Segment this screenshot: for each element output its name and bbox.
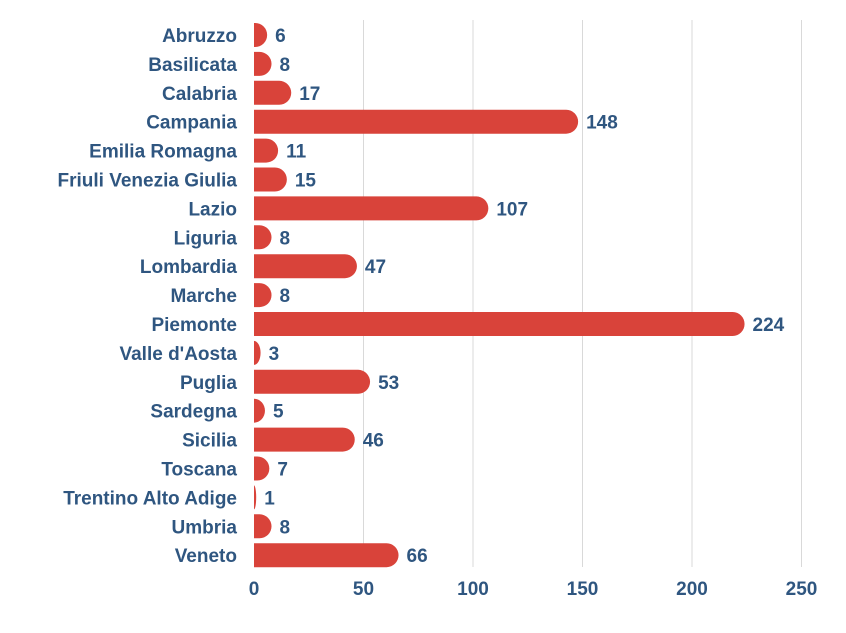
bar-emilia-romagna xyxy=(254,138,279,163)
bar-veneto xyxy=(254,543,399,568)
bar-umbria xyxy=(254,514,272,539)
x-tick-label-150: 150 xyxy=(567,579,599,600)
value-label-toscana: 7 xyxy=(277,460,288,481)
category-label-sardegna: Sardegna xyxy=(150,402,237,423)
x-tick-label-0: 0 xyxy=(249,579,260,600)
bar-campania xyxy=(254,109,579,134)
category-label-basilicata: Basilicata xyxy=(148,55,237,76)
value-label-emilia-romagna: 11 xyxy=(286,142,307,163)
category-label-trentino-alto-adige: Trentino Alto Adige xyxy=(63,488,237,509)
value-label-piemonte: 224 xyxy=(753,315,785,336)
category-labels: Abruzzo Basilicata Calabria Campania Emilia … xyxy=(58,26,238,567)
x-tick-label-50: 50 xyxy=(353,579,374,600)
value-label-liguria: 8 xyxy=(280,228,291,249)
category-label-toscana: Toscana xyxy=(161,460,237,481)
category-label-sicilia: Sicilia xyxy=(182,431,237,452)
category-label-friuli-venezia-giulia: Friuli Venezia Giulia xyxy=(58,171,238,192)
bar-marche xyxy=(254,283,272,308)
value-label-valle-d-aosta: 3 xyxy=(269,344,280,365)
bar-trentino-alto-adige xyxy=(254,485,257,510)
category-label-piemonte: Piemonte xyxy=(151,315,237,336)
value-label-basilicata: 8 xyxy=(280,55,291,76)
category-label-veneto: Veneto xyxy=(175,546,237,567)
category-label-umbria: Umbria xyxy=(172,517,238,538)
category-label-abruzzo: Abruzzo xyxy=(162,26,237,47)
value-label-campania: 148 xyxy=(586,113,618,134)
category-label-marche: Marche xyxy=(170,286,237,307)
value-label-calabria: 17 xyxy=(299,84,320,105)
x-tick-label-200: 200 xyxy=(676,579,708,600)
bar-liguria xyxy=(254,225,272,250)
value-label-veneto: 66 xyxy=(407,546,428,567)
bar-calabria xyxy=(254,80,292,105)
bar-lazio xyxy=(254,196,489,221)
category-label-lazio: Lazio xyxy=(188,199,237,220)
value-label-trentino-alto-adige: 1 xyxy=(264,488,275,509)
category-label-lombardia: Lombardia xyxy=(140,257,238,278)
value-label-marche: 8 xyxy=(280,286,291,307)
category-label-campania: Campania xyxy=(146,113,237,134)
bar-basilicata xyxy=(254,51,272,76)
value-label-puglia: 53 xyxy=(378,373,399,394)
category-label-emilia-romagna: Emilia Romagna xyxy=(89,142,237,163)
x-axis-tick-labels: 0 50 100 150 200 250 xyxy=(249,579,818,600)
bar-lombardia xyxy=(254,254,357,279)
value-label-umbria: 8 xyxy=(280,517,291,538)
category-label-puglia: Puglia xyxy=(180,373,237,394)
value-label-sicilia: 46 xyxy=(363,431,384,452)
bar-sardegna xyxy=(254,398,265,423)
bars xyxy=(254,23,745,568)
x-tick-label-250: 250 xyxy=(786,579,818,600)
bar-piemonte xyxy=(254,312,745,336)
bar-abruzzo xyxy=(254,23,268,47)
grid-lines xyxy=(363,20,802,567)
category-label-calabria: Calabria xyxy=(162,84,237,105)
value-label-lombardia: 47 xyxy=(365,257,386,278)
category-label-valle-d-aosta: Valle d'Aosta xyxy=(119,344,237,365)
value-label-lazio: 107 xyxy=(496,199,528,220)
bar-puglia xyxy=(254,369,371,394)
x-tick-label-100: 100 xyxy=(457,579,489,600)
bar-sicilia xyxy=(254,427,355,452)
bar-friuli-venezia-giulia xyxy=(254,167,287,192)
value-label-abruzzo: 6 xyxy=(275,26,286,47)
category-label-liguria: Liguria xyxy=(174,228,238,249)
value-label-friuli-venezia-giulia: 15 xyxy=(295,171,317,192)
bar-toscana xyxy=(254,456,270,481)
value-label-sardegna: 5 xyxy=(273,402,284,423)
bar-valle-d-aosta xyxy=(254,340,261,365)
